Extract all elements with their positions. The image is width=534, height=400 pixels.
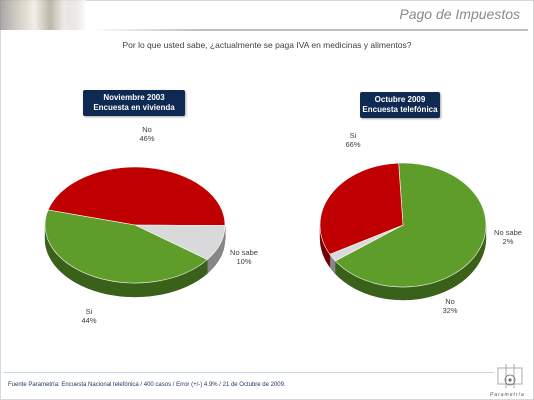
left-label-si: Si 44% <box>74 307 104 325</box>
header: Pago de Impuestos <box>0 0 534 31</box>
right-label-no-name: No <box>445 297 455 306</box>
chart-right-title: Octubre 2009 Encuesta telefónica <box>360 92 440 118</box>
left-label-no-name: No <box>142 125 152 134</box>
right-label-no-value: 32% <box>442 306 458 315</box>
footer-source: Fuente Parametría: Encuesta Nacional tel… <box>8 382 286 388</box>
chart-left-title-line2: Encuesta en vivienda <box>93 103 175 112</box>
right-label-nosabe-value: 2% <box>502 237 514 246</box>
logo-text: Parametría <box>490 392 525 398</box>
pie-0-slice-2 <box>44 209 208 284</box>
pie-1 <box>319 162 487 301</box>
right-label-nosabe-name: No sabe <box>494 228 522 237</box>
right-label-nosabe: No sabe 2% <box>490 228 526 246</box>
left-label-nosabe-value: 10% <box>236 257 252 266</box>
chart-right-title-line2: Encuesta telefónica <box>362 105 438 114</box>
header-photo <box>0 0 86 30</box>
left-label-nosabe: No sabe 10% <box>226 248 262 266</box>
pie-1-slice-2 <box>319 162 404 255</box>
pie-0 <box>44 166 226 298</box>
right-label-no: No 32% <box>435 297 465 315</box>
parametria-logo-icon <box>497 364 523 388</box>
right-label-si-value: 66% <box>345 140 361 149</box>
left-label-si-name: Si <box>85 307 93 316</box>
pie-0-slice-0 <box>47 166 226 226</box>
page-title: Pago de Impuestos <box>399 6 520 22</box>
chart-left-title-line1: Noviembre 2003 <box>103 93 165 102</box>
right-label-si-name: Si <box>349 131 357 140</box>
left-label-nosabe-name: No sabe <box>230 248 258 257</box>
right-label-si: Si 66% <box>338 131 368 149</box>
header-divider <box>90 29 528 31</box>
chart-left-title: Noviembre 2003 Encuesta en vivienda <box>83 90 185 116</box>
survey-question: Por lo que usted sabe, ¿actualmente se p… <box>122 40 412 50</box>
pie-1-slice-0 <box>334 162 487 288</box>
chart-right-title-line1: Octubre 2009 <box>374 95 426 104</box>
left-label-no: No 46% <box>132 125 162 143</box>
footer-divider <box>4 372 494 373</box>
left-label-si-value: 44% <box>81 316 97 325</box>
left-label-no-value: 46% <box>139 134 155 143</box>
